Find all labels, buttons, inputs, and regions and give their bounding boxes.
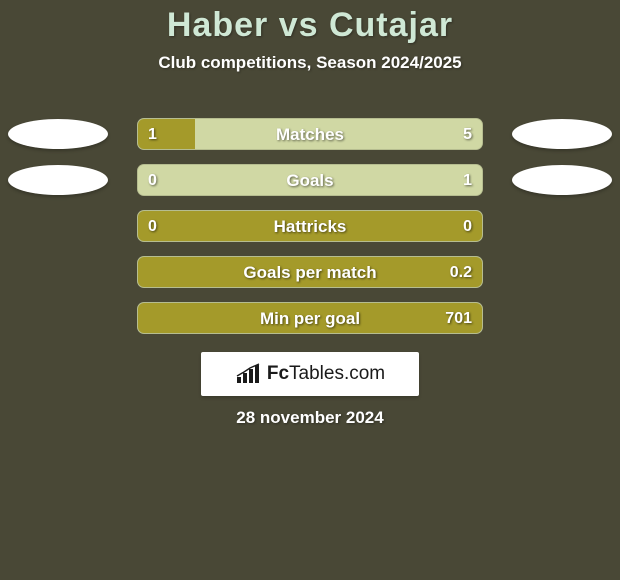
bar-track: Matches1 5 bbox=[137, 118, 483, 150]
bar-label: Goals bbox=[138, 165, 482, 196]
team-badge-right bbox=[512, 165, 612, 195]
logo-part-c: .com bbox=[344, 363, 385, 384]
team-badge-left bbox=[8, 119, 108, 149]
date-line: 28 november 2024 bbox=[0, 408, 620, 428]
bar-row: Matches1 5 bbox=[0, 118, 620, 150]
bar-label: Hattricks bbox=[138, 211, 482, 242]
bar-track: Min per goal701 bbox=[137, 302, 483, 334]
comparison-card: Haber vs Cutajar Club competitions, Seas… bbox=[0, 0, 620, 580]
bar-value-left: 0 bbox=[138, 165, 167, 196]
bar-value-right: 0 bbox=[453, 211, 482, 242]
bar-value-right: 5 bbox=[453, 119, 482, 150]
team-badge-left bbox=[8, 165, 108, 195]
bar-value-right: 1 bbox=[453, 165, 482, 196]
logo-box: FcTables.com bbox=[201, 352, 419, 396]
bar-label: Min per goal bbox=[138, 303, 482, 334]
bar-value-left: 1 bbox=[138, 119, 167, 150]
bar-value-right: 0.2 bbox=[440, 257, 482, 288]
bar-track: Hattricks0 0 bbox=[137, 210, 483, 242]
bar-row: Min per goal701 bbox=[0, 302, 620, 334]
logo-part-a: Fc bbox=[267, 363, 289, 384]
page-title: Haber vs Cutajar bbox=[0, 0, 620, 45]
bars-icon bbox=[235, 363, 261, 385]
bar-value-left: 0 bbox=[138, 211, 167, 242]
logo-part-b: Tables bbox=[289, 363, 344, 384]
bars-area: Matches15Goals01Hattricks00Goals per mat… bbox=[0, 118, 620, 348]
bar-row: Hattricks0 0 bbox=[0, 210, 620, 242]
bar-track: Goals per match0.2 bbox=[137, 256, 483, 288]
subtitle: Club competitions, Season 2024/2025 bbox=[0, 53, 620, 73]
bar-label: Goals per match bbox=[138, 257, 482, 288]
team-badge-right bbox=[512, 119, 612, 149]
bar-value-right: 701 bbox=[435, 303, 482, 334]
bar-row: Goals0 1 bbox=[0, 164, 620, 196]
logo-text: FcTables.com bbox=[267, 363, 385, 385]
bar-row: Goals per match0.2 bbox=[0, 256, 620, 288]
bar-label: Matches bbox=[138, 119, 482, 150]
bar-track: Goals0 1 bbox=[137, 164, 483, 196]
